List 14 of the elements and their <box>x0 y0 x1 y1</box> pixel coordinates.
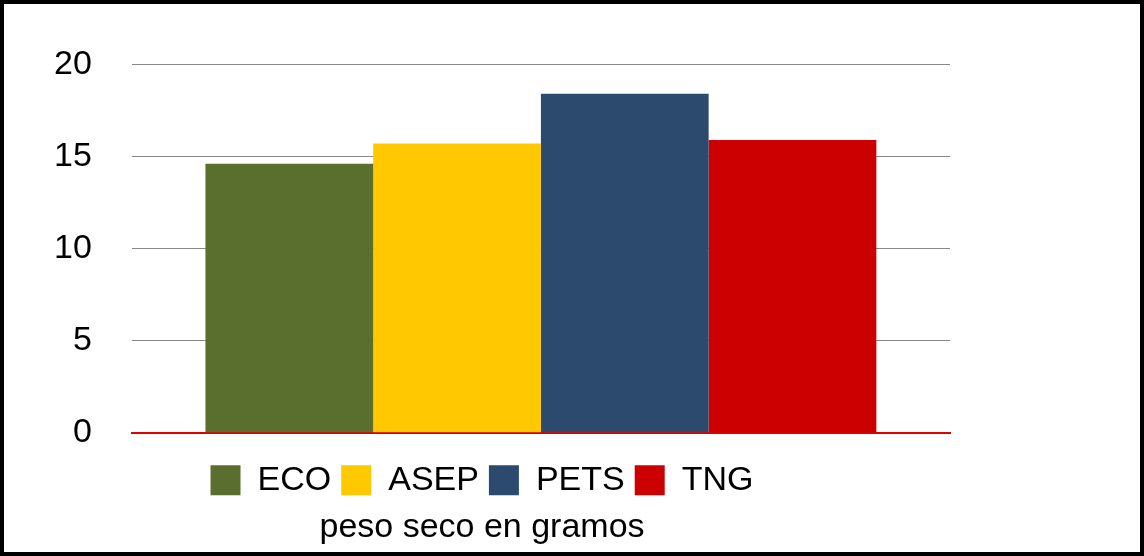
bar <box>540 93 709 433</box>
y-tick-label: 10 <box>53 226 92 265</box>
bar <box>373 143 541 433</box>
x-axis-title: peso seco en gramos <box>319 505 645 544</box>
legend-label: ASEP <box>388 458 479 497</box>
bar <box>205 163 374 433</box>
y-tick-label: 15 <box>53 134 92 173</box>
y-tick-label: 5 <box>72 319 92 358</box>
legend-label: PETS <box>535 458 625 497</box>
legend-label: TNG <box>681 458 754 497</box>
legend-label: ECO <box>257 458 332 497</box>
bar <box>708 139 877 433</box>
y-tick-label: 20 <box>53 42 92 81</box>
y-tick-label: 0 <box>72 411 92 450</box>
